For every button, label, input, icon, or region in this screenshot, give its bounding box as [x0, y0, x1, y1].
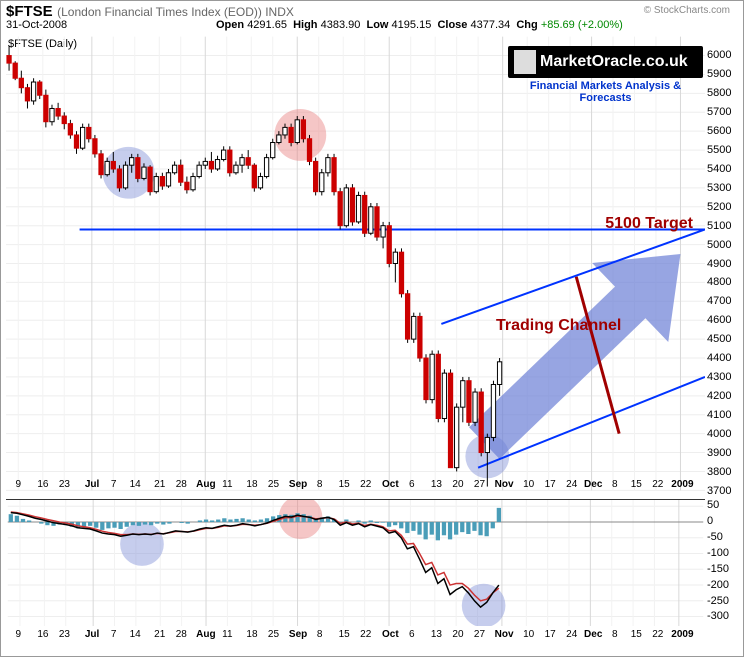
high-value: 4383.90: [321, 19, 361, 31]
indicator-chart-area: [6, 499, 705, 626]
open-value: 4291.65: [247, 19, 287, 31]
close-label: Close: [437, 19, 467, 31]
low-label: Low: [366, 19, 388, 31]
chg-label: Chg: [516, 19, 537, 31]
ticker-symbol: $FTSE: [6, 3, 53, 20]
y-axis-price: 3700380039004000410042004300440045004600…: [707, 36, 741, 491]
logo-banner: MarketOracle.co.uk: [508, 46, 703, 78]
stock-chart-container: $FTSE (London Financial Times Index (EOD…: [0, 0, 744, 657]
logo-text: MarketOracle.co.uk: [540, 53, 688, 71]
ticker-description: (London Financial Times Index (EOD)) IND…: [57, 5, 294, 19]
x-axis-main: 91623Jul7142128Aug111825Sep81522Oct61320…: [6, 479, 705, 493]
chg-value: +85.69 (+2.00%): [541, 19, 623, 31]
attribution-text: © StockCharts.com: [644, 5, 730, 16]
close-value: 4377.34: [470, 19, 510, 31]
low-value: 4195.15: [392, 19, 432, 31]
chart-header: $FTSE (London Financial Times Index (EOD…: [6, 3, 738, 31]
price-svg: [6, 36, 705, 491]
logo-icon: [514, 50, 536, 74]
logo-subtitle: Financial Markets Analysis & Forecasts: [508, 80, 703, 104]
open-label: Open: [216, 19, 244, 31]
y-axis-indicator: 500-50-100-150-200-250-300: [707, 499, 741, 626]
chart-date: 31-Oct-2008: [6, 19, 67, 31]
price-chart-area: $FTSE (Daily) MarketOracle.co.uk Financi…: [6, 36, 705, 491]
high-label: High: [293, 19, 317, 31]
target-annotation: 5100 Target: [605, 215, 693, 233]
indicator-svg: [6, 500, 705, 626]
x-axis-indicator: 91623Jul7142128Aug111825Sep81522Oct61320…: [6, 629, 705, 643]
channel-annotation: Trading Channel: [496, 317, 621, 335]
ohlc-bar: Open 4291.65 High 4383.90 Low 4195.15 Cl…: [216, 19, 623, 31]
logo-box: MarketOracle.co.uk Financial Markets Ana…: [508, 46, 703, 96]
